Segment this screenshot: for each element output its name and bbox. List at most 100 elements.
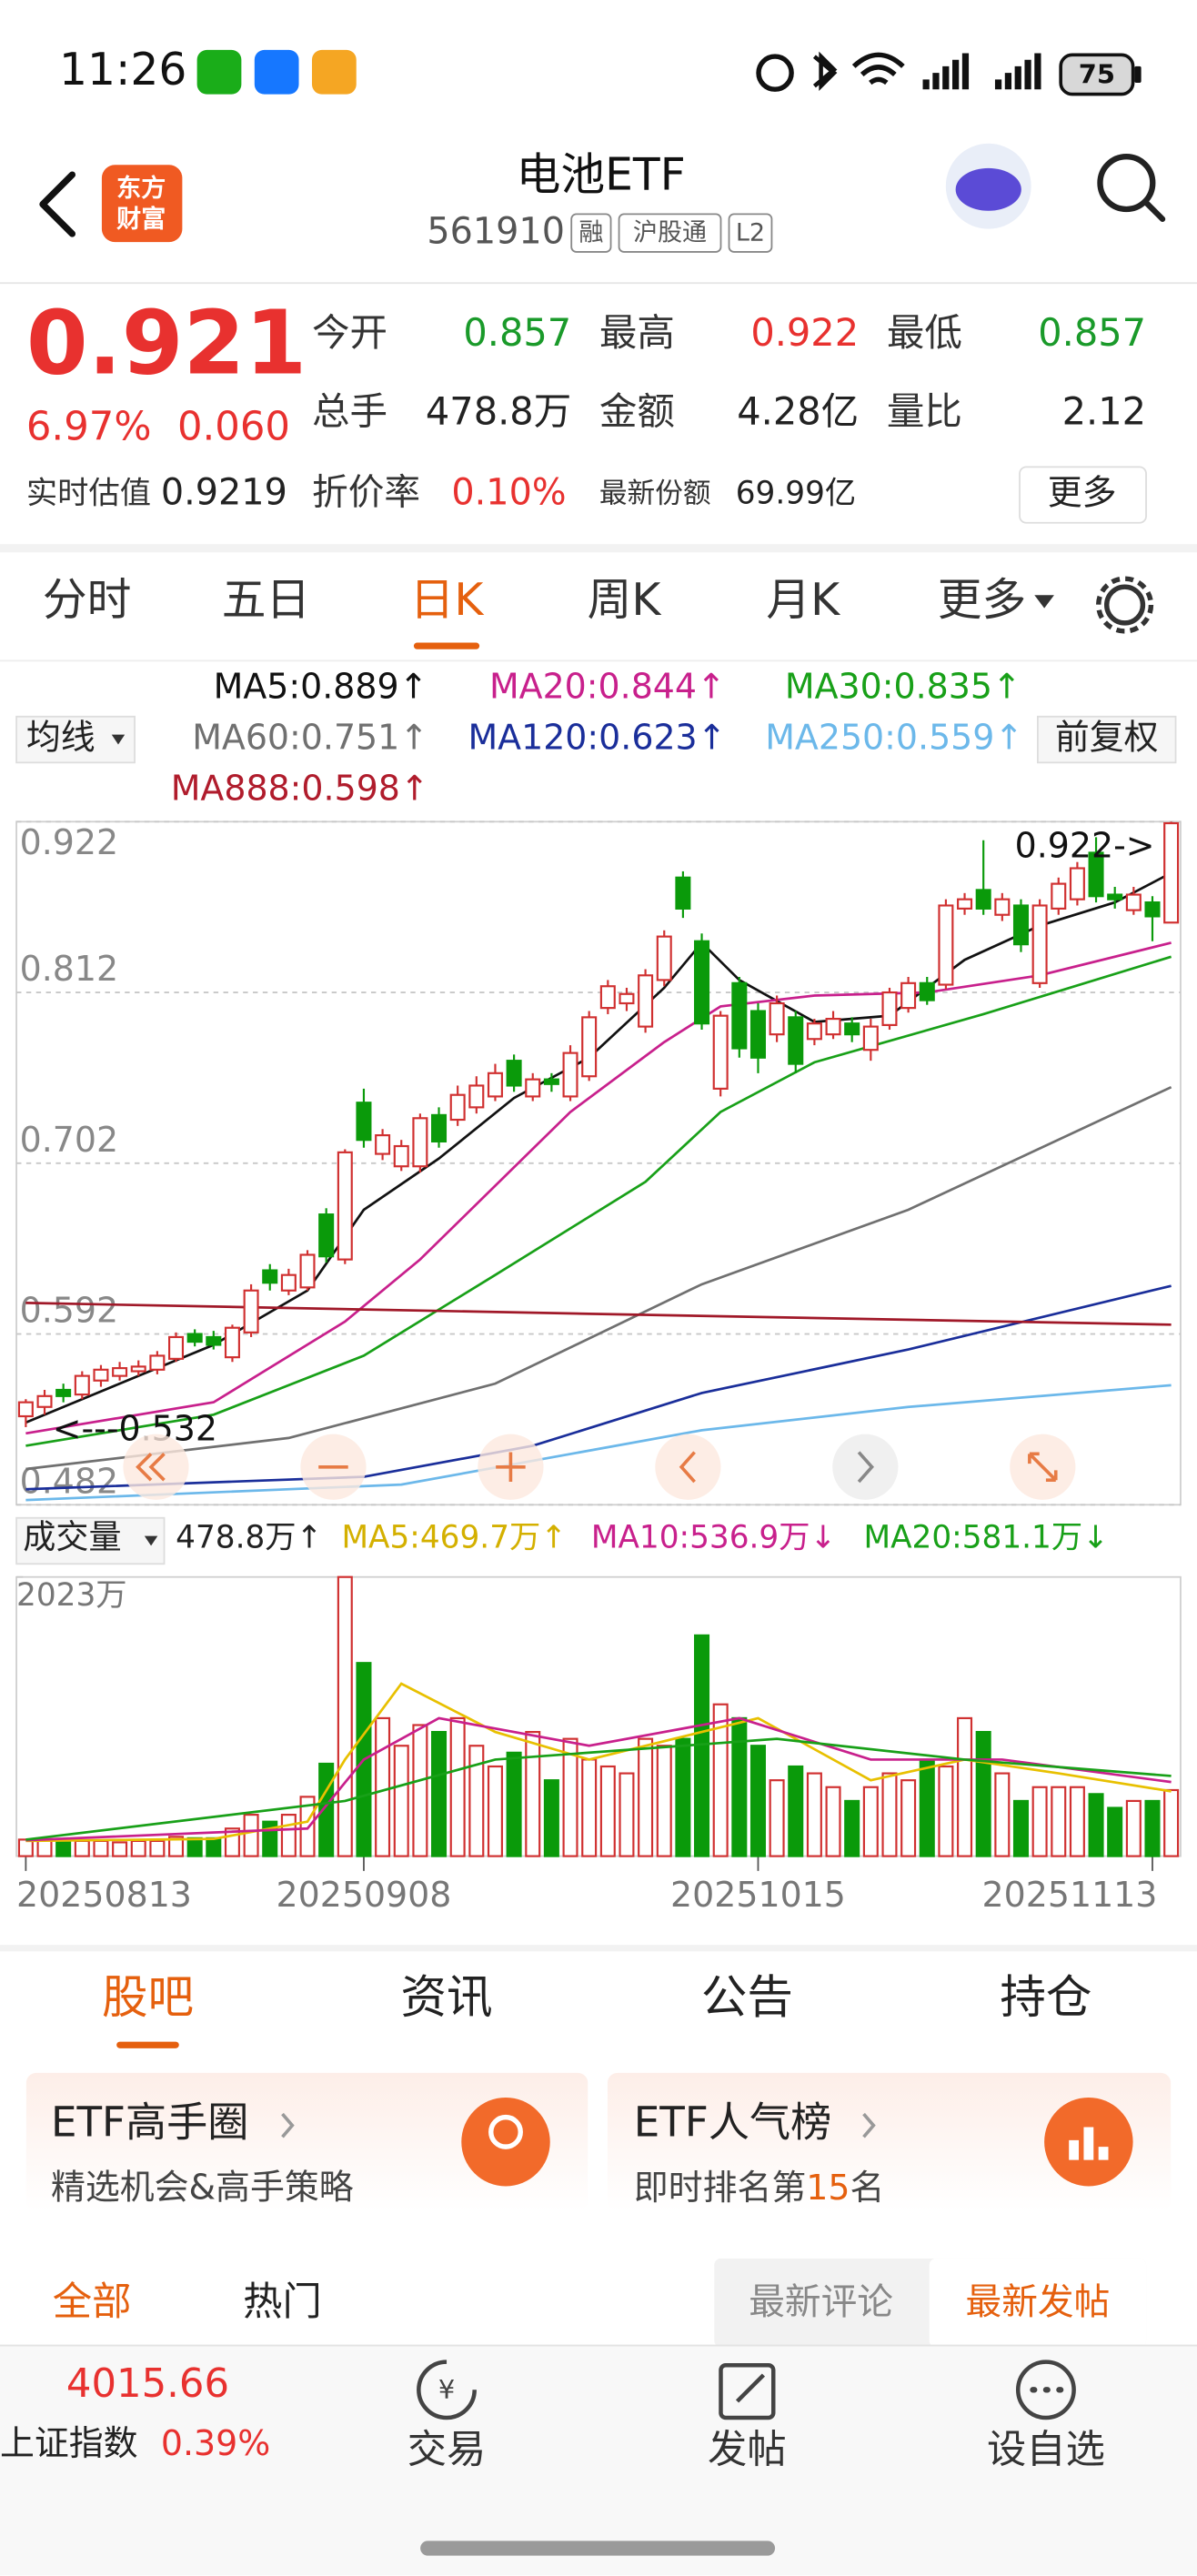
candle-body [881, 991, 898, 1026]
period-tab[interactable]: 五日 [222, 575, 310, 626]
volume-bar [619, 1772, 635, 1857]
candle-body [994, 898, 1011, 916]
battery-level: 75 [1079, 59, 1115, 90]
section-tab[interactable]: 资讯 [400, 1970, 492, 2024]
volume-bar [1107, 1806, 1123, 1857]
index-change: 0.39% [161, 2423, 270, 2463]
candle-body [938, 904, 954, 986]
prev-button[interactable] [655, 1434, 721, 1500]
section-tab[interactable]: 持仓 [1000, 1970, 1091, 2024]
stat-value: 0.857 [1038, 310, 1146, 355]
volume-bar [149, 1839, 166, 1857]
candle-body [93, 1368, 109, 1382]
rank-suffix: 名 [850, 2168, 884, 2208]
settings-button[interactable] [1104, 584, 1146, 626]
candle-body [149, 1354, 166, 1371]
volume-selector-label[interactable]: 成交量 [23, 1517, 121, 1556]
search-button[interactable] [1097, 154, 1156, 213]
period-tab[interactable]: 日K [410, 575, 485, 626]
period-tab[interactable]: 月K [766, 575, 840, 626]
card-icon-glyph [1069, 2127, 1109, 2160]
sort-option[interactable]: 最新评论 [749, 2281, 893, 2323]
volume-legend-item: MA10:536.9万↓ [591, 1520, 836, 1556]
nav-item[interactable]: 设自选 [987, 2427, 1105, 2472]
volume-legend-item: 478.8万↑ [176, 1520, 322, 1556]
candle-body [375, 1133, 391, 1155]
volume-bar [1069, 1786, 1085, 1857]
y-tick-label: 2023万 [16, 1577, 127, 1614]
section-tab[interactable]: 公告 [701, 1970, 793, 2024]
card-title[interactable]: ETF人气榜 [634, 2098, 831, 2147]
volume-bar [825, 1786, 841, 1857]
stat-label: 量比 [887, 389, 962, 434]
candle-body [1088, 851, 1104, 898]
divider [0, 544, 1197, 553]
moving-average-line [25, 1737, 1172, 1841]
fullscreen-icon [1028, 1452, 1058, 1483]
card[interactable] [25, 2072, 588, 2211]
nav-item[interactable]: 发帖 [708, 2427, 787, 2472]
ma-legend-item: MA30:0.835↑ [785, 667, 1021, 707]
estimate-value: 0.9219 [161, 472, 287, 514]
volume-bar [55, 1841, 72, 1857]
card-subtitle: 精选机会&高手策略 [51, 2168, 354, 2208]
volume-bar [130, 1839, 146, 1857]
more-button[interactable] [1019, 466, 1147, 524]
volume-bar [862, 1786, 879, 1857]
card[interactable] [607, 2072, 1172, 2211]
volume-legend-item: MA5:469.7万↑ [341, 1520, 567, 1556]
ma-legend-item: MA120:0.623↑ [468, 718, 726, 758]
period-tab[interactable]: 更多 [938, 575, 1026, 626]
premium-value: 0.10% [451, 472, 566, 514]
battery-icon [1059, 53, 1135, 96]
sort-option[interactable]: 最新发帖 [965, 2281, 1110, 2323]
next-button[interactable] [832, 1434, 899, 1500]
candle-body [1163, 821, 1180, 924]
nav-item[interactable]: 交易 [407, 2427, 487, 2472]
change-percent: 6.97% [26, 404, 152, 449]
candle-body [975, 889, 991, 910]
stat-value: 4.28亿 [737, 389, 859, 434]
candle-body [262, 1269, 278, 1284]
candle-body [749, 1010, 766, 1059]
volume-bar [806, 1772, 822, 1857]
candle-body [957, 898, 973, 910]
moving-average-line [25, 955, 1172, 1447]
filter-tab[interactable]: 热门 [243, 2279, 322, 2325]
more-label[interactable]: 更多 [1048, 473, 1117, 513]
adjust-label[interactable]: 前复权 [1055, 718, 1159, 758]
back-button[interactable] [39, 171, 76, 237]
candle-body [1031, 904, 1048, 984]
candle-body [487, 1072, 503, 1098]
index-name: 上证指数 [0, 2423, 138, 2463]
chevron [862, 2112, 876, 2138]
candle-body [337, 1151, 353, 1261]
rank-prefix: 即时排名第 [634, 2168, 806, 2208]
ma-selector-label[interactable]: 均线 [26, 718, 96, 758]
adjust-button[interactable] [1036, 715, 1177, 764]
premium-label: 折价率 [312, 472, 420, 514]
stat-label: 金额 [599, 389, 675, 434]
card-title[interactable]: ETF高手圈 [51, 2098, 248, 2147]
volume-bar [599, 1765, 616, 1857]
candle-body [712, 1014, 729, 1090]
volume-bar [412, 1724, 428, 1857]
rewind-button[interactable] [123, 1434, 189, 1500]
volume-bar [299, 1796, 316, 1857]
section-tab[interactable]: 股吧 [102, 1970, 194, 2024]
period-tab[interactable]: 周K [588, 575, 662, 626]
filter-tab[interactable]: 全部 [53, 2279, 132, 2325]
volume-selector[interactable] [15, 1516, 166, 1565]
ma-legend-item: MA20:0.844↑ [489, 667, 726, 707]
logo-text: 东方 [116, 174, 166, 203]
candle-body [1069, 867, 1085, 901]
period-tab[interactable]: 分时 [43, 575, 131, 626]
bottom-nav [0, 2345, 1197, 2576]
candle-body [788, 1016, 804, 1065]
candle-body [112, 1367, 128, 1377]
trade-icon-glyph: ¥ [438, 2374, 455, 2405]
candle-body [412, 1117, 428, 1168]
volume-bar [769, 1779, 785, 1857]
candle-body [17, 1401, 34, 1418]
candle-body [638, 974, 654, 1028]
